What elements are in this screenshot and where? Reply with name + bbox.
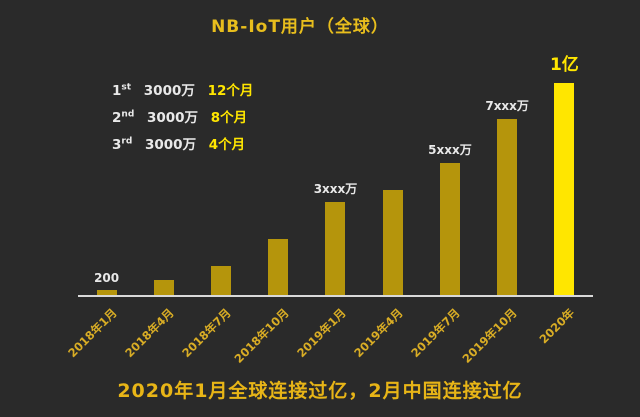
bar-column: 1亿	[536, 50, 593, 295]
bar-highlighted	[554, 83, 575, 295]
bar	[382, 190, 403, 295]
bar-column: 3xxx万	[307, 50, 364, 295]
milestone-amount: 3000万	[143, 82, 195, 99]
milestone-row: 3rd 3000万 4个月	[112, 128, 253, 155]
bar-column	[250, 50, 307, 295]
milestone-row: 1st 3000万 12个月	[112, 74, 253, 101]
footer-text: 2020年1月全球连接过亿，2月中国连接过亿	[117, 380, 523, 402]
bar	[211, 266, 232, 295]
milestone-ordinal: 3rd	[112, 136, 133, 153]
x-axis-tick-label: 2020年	[536, 305, 578, 347]
bar	[325, 202, 346, 295]
milestone-duration: 4个月	[208, 136, 246, 153]
bar	[153, 280, 174, 295]
bar-value-label: 7xxx万	[485, 99, 529, 113]
bar-value-label: 200	[94, 271, 120, 285]
bar-column: 5xxx万	[421, 50, 478, 295]
bar-value-label: 1亿	[549, 55, 579, 75]
bar	[96, 290, 117, 295]
bar	[497, 119, 518, 295]
bar-column	[364, 50, 421, 295]
milestone-amount: 3000万	[145, 136, 197, 153]
bar-value-label: 5xxx万	[428, 143, 472, 157]
chart-title: NB-IoT用户（全球）	[211, 17, 389, 37]
milestone-amount: 3000万	[146, 109, 199, 126]
milestone-row: 2nd 3000万 8个月	[112, 101, 253, 128]
x-axis-tick-label: 2019年10月	[459, 305, 521, 366]
bar-plot-area: 200 3xxx万 5xxx万 7xxx万 1亿	[78, 50, 593, 297]
bar-chart: 200 3xxx万 5xxx万 7xxx万 1亿 2018年1月 2018年4月 2018年…	[65, 50, 593, 366]
milestone-ordinal: 1st	[112, 82, 132, 99]
bar-value-label: 3xxx万	[313, 182, 358, 196]
milestone-duration: 12个月	[207, 82, 254, 99]
milestone-ordinal: 2nd	[112, 109, 135, 126]
bar-column: 7xxx万	[479, 50, 536, 295]
bar	[439, 163, 460, 295]
milestone-duration: 8个月	[210, 109, 248, 126]
milestone-legend: 1st 3000万 12个月 2nd 3000万 8个月 3rd 3000万 4…	[112, 74, 253, 155]
bar-column	[135, 50, 192, 295]
x-axis-labels: 2018年1月 2018年4月 2018年7月 2018年10月 2019年1月 2019…	[65, 297, 593, 366]
bar	[268, 239, 289, 295]
bar-column	[192, 50, 249, 295]
bar-column: 200	[78, 50, 135, 295]
